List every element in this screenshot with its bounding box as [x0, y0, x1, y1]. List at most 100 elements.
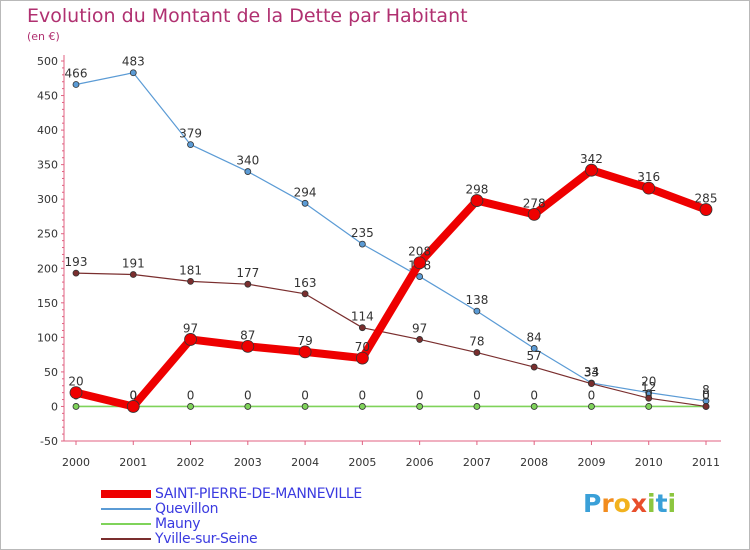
data-label-saint-pierre-de-manneville: 70	[355, 340, 370, 354]
data-label-quevillon: 466	[65, 66, 88, 80]
x-tick-label: 2010	[635, 456, 663, 469]
data-point-yville-sur-seine	[301, 290, 309, 298]
logo-letter: x	[630, 489, 647, 518]
data-label-quevillon: 34	[584, 365, 599, 379]
data-point-mauny	[301, 403, 309, 410]
data-label-saint-pierre-de-manneville: 0	[129, 388, 137, 402]
data-point-saint-pierre-de-manneville	[413, 256, 427, 270]
data-label-yville-sur-seine: 193	[65, 255, 88, 269]
y-tick-label: 350	[37, 159, 58, 172]
data-point-saint-pierre-de-manneville	[184, 333, 197, 346]
data-label-mauny: 0	[530, 388, 538, 402]
data-label-yville-sur-seine: 57	[527, 349, 542, 363]
data-point-saint-pierre-de-manneville	[527, 207, 541, 221]
data-label-yville-sur-seine: 114	[351, 310, 374, 324]
y-tick-label: 450	[37, 90, 58, 103]
data-point-quevillon	[244, 168, 252, 175]
data-point-mauny	[645, 403, 653, 410]
data-label-saint-pierre-de-manneville: 208	[408, 245, 431, 259]
legend-label: SAINT-PIERRE-DE-MANNEVILLE	[155, 486, 362, 502]
data-label-mauny: 0	[473, 388, 481, 402]
data-label-quevillon: 20	[641, 375, 656, 389]
logo-letter: t	[655, 489, 668, 518]
data-point-mauny	[72, 403, 80, 410]
y-tick-label: 100	[37, 331, 58, 344]
data-point-yville-sur-seine	[588, 380, 595, 388]
data-label-quevillon: 379	[179, 127, 202, 141]
data-point-quevillon	[301, 199, 309, 207]
data-point-saint-pierre-de-manneville	[585, 163, 598, 177]
x-tick-label: 2008	[520, 456, 548, 469]
data-label-mauny: 0	[129, 388, 137, 402]
data-label-saint-pierre-de-manneville: 298	[465, 183, 488, 197]
y-tick-label: 150	[37, 297, 58, 310]
data-point-saint-pierre-de-manneville	[126, 400, 140, 413]
y-tick-label: 200	[37, 262, 58, 275]
data-label-yville-sur-seine: 177	[236, 266, 259, 280]
data-label-saint-pierre-de-manneville: 278	[523, 196, 546, 210]
data-label-yville-sur-seine: 12	[641, 380, 656, 394]
data-point-yville-sur-seine	[72, 269, 80, 277]
data-point-quevillon	[530, 345, 538, 352]
data-label-mauny: 0	[588, 388, 596, 402]
data-point-saint-pierre-de-manneville	[699, 203, 713, 216]
y-tick-label: 250	[37, 228, 58, 241]
data-label-saint-pierre-de-manneville: 316	[637, 170, 660, 184]
data-label-quevillon: 138	[465, 293, 488, 307]
data-label-yville-sur-seine: 97	[412, 321, 427, 335]
data-label-quevillon: 294	[294, 185, 317, 199]
x-tick-label: 2003	[234, 456, 262, 469]
data-point-quevillon	[358, 240, 366, 248]
legend-swatch	[101, 490, 151, 498]
series-line-yville-sur-seine	[75, 272, 707, 408]
y-tick-label: 500	[37, 55, 58, 68]
data-label-saint-pierre-de-manneville: 79	[297, 334, 312, 348]
data-label-mauny: 0	[301, 388, 309, 402]
legend-label: Yville-sur-Seine	[155, 531, 258, 547]
x-tick-label: 2004	[291, 456, 319, 469]
data-label-quevillon: 340	[236, 154, 259, 168]
data-point-mauny	[473, 403, 481, 410]
data-point-yville-sur-seine	[473, 349, 481, 356]
data-point-quevillon	[129, 69, 137, 77]
data-label-yville-sur-seine: 181	[179, 263, 202, 277]
data-point-quevillon	[187, 141, 194, 149]
data-label-mauny: 0	[416, 388, 424, 402]
data-point-yville-sur-seine	[530, 363, 538, 371]
logo-letter: r	[601, 489, 614, 518]
y-tick-label: 400	[37, 124, 58, 137]
x-tick-label: 2005	[348, 456, 376, 469]
data-label-quevillon: 84	[527, 330, 542, 344]
data-point-mauny	[416, 403, 424, 410]
data-point-saint-pierre-de-manneville	[355, 351, 369, 365]
logo-letter: i	[647, 489, 656, 518]
data-label-saint-pierre-de-manneville: 87	[240, 328, 255, 342]
logo-letter: i	[667, 489, 677, 518]
chart-title: Evolution du Montant de la Dette par Hab…	[27, 5, 468, 27]
data-point-yville-sur-seine	[129, 271, 137, 278]
x-tick-label: 2011	[692, 456, 720, 469]
x-tick-label: 2000	[62, 456, 90, 469]
data-point-quevillon	[72, 81, 80, 88]
data-label-yville-sur-seine: 191	[122, 256, 145, 270]
data-point-yville-sur-seine	[645, 394, 653, 402]
legend-swatch	[101, 508, 151, 510]
x-tick-label: 2009	[577, 456, 605, 469]
data-point-yville-sur-seine	[358, 324, 366, 332]
y-tick-label: 50	[44, 366, 58, 379]
legend-label: Mauny	[155, 516, 201, 532]
data-label-mauny: 0	[702, 388, 710, 402]
legend-swatch	[101, 523, 151, 525]
data-point-quevillon	[416, 273, 424, 280]
data-point-saint-pierre-de-manneville	[298, 345, 312, 359]
data-point-yville-sur-seine	[416, 336, 424, 343]
y-tick-label: 0	[51, 400, 58, 413]
data-label-mauny: 0	[244, 388, 252, 402]
data-label-yville-sur-seine: 0	[702, 388, 710, 402]
unit-label: (en €)	[27, 30, 60, 43]
data-point-yville-sur-seine	[702, 403, 710, 410]
data-point-saint-pierre-de-manneville	[241, 339, 255, 353]
data-label-saint-pierre-de-manneville: 20	[68, 375, 83, 389]
